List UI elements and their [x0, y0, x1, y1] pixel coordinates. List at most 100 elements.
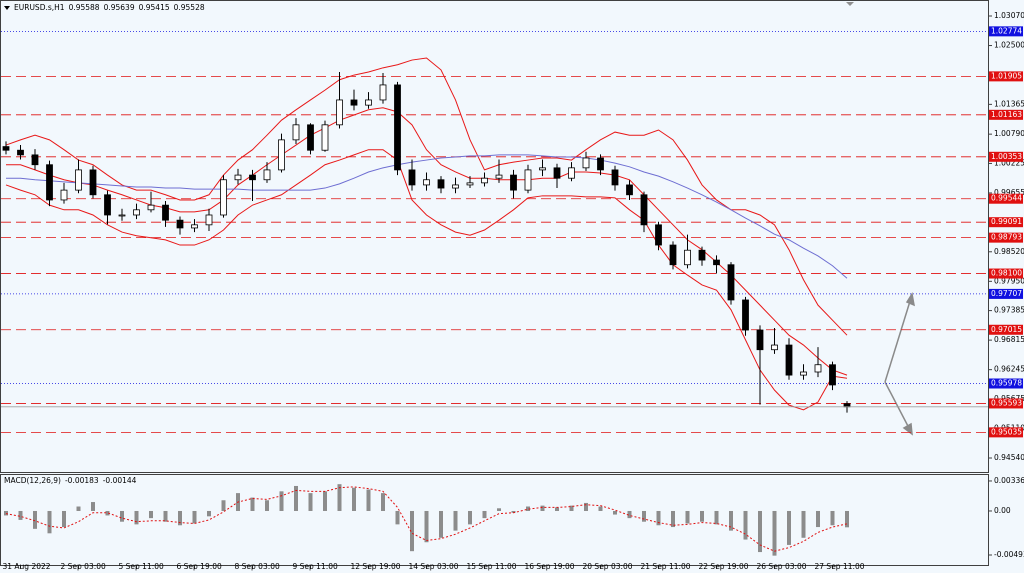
macd-bar: [743, 510, 748, 540]
level-label-box: [989, 151, 1023, 162]
macd-bar: [323, 491, 327, 511]
macd-bar: [468, 510, 472, 525]
level-label-box: [989, 109, 1023, 120]
macd-bar: [482, 510, 487, 519]
candle-body: [133, 209, 140, 216]
x-tick-label: 12 Sep 19:00: [351, 562, 401, 571]
macd-bar: [163, 510, 168, 522]
candle-body: [17, 149, 24, 156]
y-tick-label: 1.01365: [994, 99, 1024, 108]
macd-bar: [410, 510, 414, 552]
y-tick-label: 0.96245: [994, 365, 1024, 374]
macd-bar: [540, 505, 545, 511]
level-label-box: [989, 398, 1023, 409]
macd-frame: [0, 474, 989, 566]
level-label-box: [989, 378, 1023, 389]
overlay-line: [6, 107, 848, 376]
macd-header-text: -0.00144: [103, 476, 137, 485]
candle-body: [742, 299, 749, 331]
candle-body: [408, 169, 416, 186]
macd-bar: [178, 510, 182, 526]
macd-bar: [352, 487, 356, 511]
candle-body: [800, 371, 807, 376]
candle-body: [234, 174, 242, 181]
candle-body: [365, 99, 372, 106]
header-text: 0.95588: [69, 3, 100, 12]
y-tick-label: 1.02500: [994, 41, 1024, 50]
header-text: 0.95528: [174, 3, 205, 12]
candle-body: [147, 204, 155, 211]
x-tick-label: 8 Sep 03:00: [235, 562, 281, 571]
candle-body: [771, 344, 778, 351]
macd-bar: [294, 485, 298, 511]
macd-bar: [192, 510, 197, 524]
overlay-line: [5, 57, 848, 336]
macd-bar: [33, 510, 37, 529]
level-label: 1.00353: [991, 152, 1022, 161]
candle-body: [118, 214, 126, 217]
level-label-box: [989, 193, 1023, 204]
overlay-line: [6, 154, 848, 279]
macd-bar: [439, 510, 443, 538]
x-tick-label: 6 Sep 19:00: [177, 562, 223, 571]
y-tick-label: 0.96815: [994, 335, 1024, 344]
macd-bar: [801, 510, 806, 538]
candle-body: [437, 179, 445, 189]
x-tick-label: 31 Aug 2022: [3, 562, 51, 571]
macd-bar: [105, 510, 110, 516]
macd-bar: [642, 510, 646, 522]
candle-body: [89, 169, 97, 196]
macd-bar: [453, 510, 458, 531]
candle-body: [466, 182, 474, 186]
level-label-box: [989, 288, 1023, 299]
candle-body: [220, 179, 227, 216]
x-tick-label: 21 Sep 11:00: [641, 562, 691, 571]
macd-bar: [555, 507, 559, 511]
candle-body: [814, 364, 822, 373]
macd-bar: [526, 506, 530, 511]
candle-body: [597, 157, 604, 171]
menu-triangle: [4, 6, 10, 10]
candle-body: [307, 124, 314, 151]
macd-bar: [265, 500, 269, 511]
macd-bar: [207, 510, 211, 517]
candle-body: [568, 167, 575, 179]
candle-body: [321, 124, 329, 151]
macd-bar: [787, 510, 791, 545]
y-tick-label: 0.98520: [994, 247, 1024, 256]
x-tick-label: 16 Sep 19:00: [525, 562, 575, 571]
macd-bar: [4, 510, 8, 516]
x-tick-label: 20 Sep 03:00: [583, 562, 633, 571]
level-label: 1.01163: [991, 110, 1022, 119]
overlay-line: [5, 149, 848, 411]
macd-bar: [424, 510, 429, 543]
candle-body: [524, 169, 532, 191]
candle-body: [640, 194, 648, 226]
x-tick-label: 27 Sep 11:00: [815, 562, 865, 571]
candle-body: [379, 84, 387, 101]
candle-body: [46, 164, 53, 201]
macd-bar: [772, 510, 777, 556]
y-tick-label: 1.00225: [994, 158, 1024, 167]
candle-body: [843, 403, 851, 408]
y-tick-label: 1.03070: [994, 11, 1024, 20]
main-frame: [0, 0, 989, 473]
macd-bar: [830, 510, 835, 526]
macd-bar: [134, 510, 139, 525]
candle-body: [31, 154, 39, 166]
macd-bar: [758, 510, 762, 553]
macd-bar: [47, 510, 52, 534]
arrow-down: [884, 381, 911, 431]
forecast-arrows: [884, 291, 915, 436]
macd-bar: [221, 500, 226, 511]
macd-bar: [76, 506, 81, 511]
candle-body: [684, 249, 691, 266]
macd-bar: [395, 510, 400, 525]
macd-bar: [337, 484, 342, 511]
macd-bar: [149, 510, 153, 519]
macd-signal: [5, 486, 848, 552]
y-tick-label: 0.97385: [994, 306, 1024, 315]
candle-body: [539, 167, 546, 171]
macd-bar: [729, 510, 733, 531]
